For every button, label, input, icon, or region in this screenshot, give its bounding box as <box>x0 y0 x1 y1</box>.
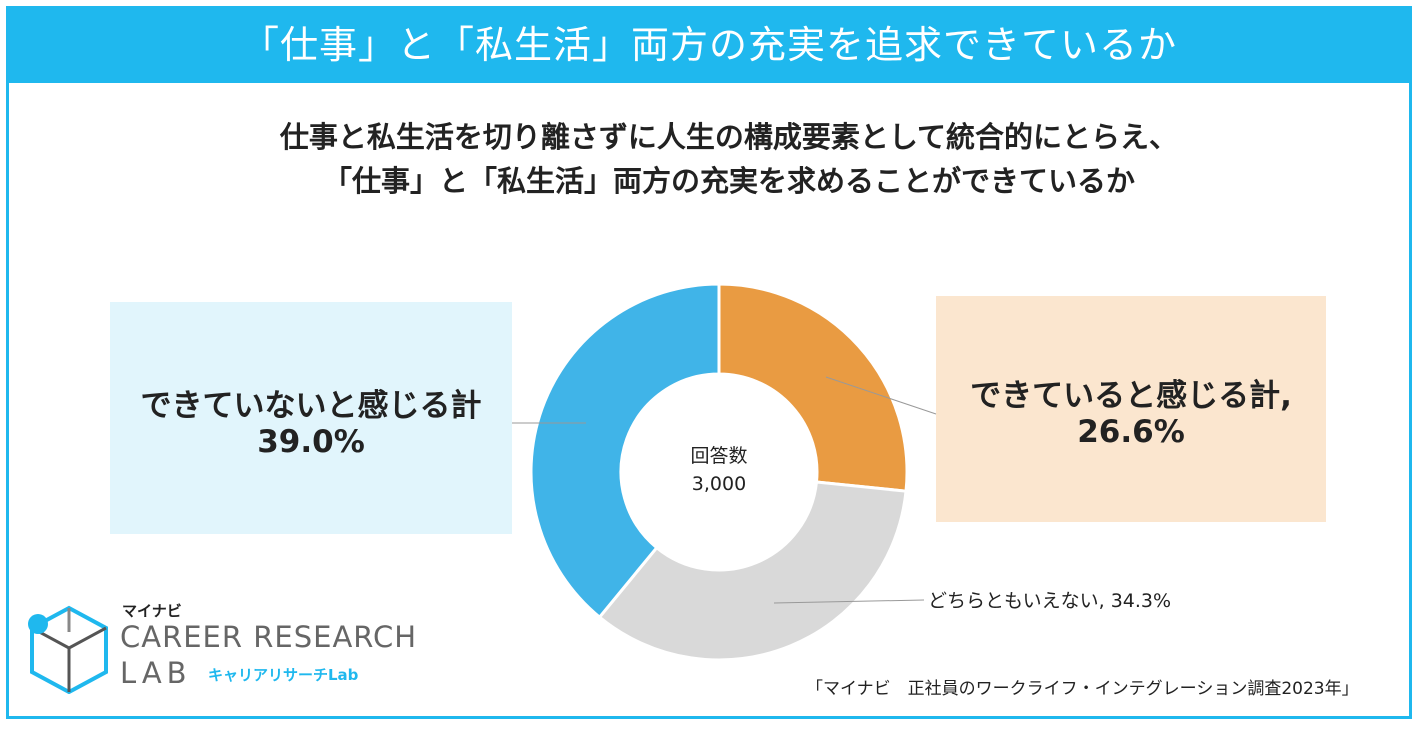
slice-value-neutral: 34.3% <box>1110 590 1172 612</box>
donut-slices <box>529 282 909 662</box>
slice-label-not-achieved: できていないと感じる計 <box>140 388 482 424</box>
donut-slice-neutral <box>597 480 908 662</box>
brand-line-1: CAREER RESEARCH <box>120 620 418 654</box>
brand-tagline: キャリアリサーチLab <box>208 666 359 684</box>
brand-line-2: LAB <box>120 656 192 690</box>
chart-heading: 仕事と私生活を切り離さずに人生の構成要素として統合的にとらえ、 「仕事」と「私生… <box>9 115 1409 203</box>
label-box-achieved: できていると感じる計, 26.6% <box>936 296 1326 522</box>
slice-label-neutral: どちらともいえない, 34.3% <box>928 586 1171 613</box>
donut-slice-not-achieved <box>529 282 721 620</box>
slice-value-not-achieved: 39.0% <box>257 424 365 460</box>
slice-label-neutral-text: どちらともいえない, <box>928 590 1105 612</box>
heading-line-2: 「仕事」と「私生活」両方の充実を求めることができているか <box>322 164 1135 198</box>
career-research-lab-logo: マイナビ CAREER RESEARCH LAB キャリアリサーチLab <box>24 600 424 700</box>
leader-line-neutral <box>773 599 925 604</box>
cube-logo-icon <box>28 605 108 694</box>
slice-label-achieved: できていると感じる計, <box>970 378 1292 414</box>
leader-line-achieved <box>825 376 937 415</box>
brand-jp: マイナビ <box>122 602 182 620</box>
center-label: 回答数 <box>690 445 747 467</box>
donut-slice-achieved <box>717 282 909 493</box>
source-note: 「マイナビ 正社員のワークライフ・インテグレーション調査2023年」 <box>806 679 1359 699</box>
slice-value-achieved: 26.6% <box>1077 414 1185 450</box>
center-value: 3,000 <box>692 473 746 495</box>
label-box-not-achieved: できていないと感じる計 39.0% <box>110 302 512 534</box>
heading-line-1: 仕事と私生活を切り離さずに人生の構成要素として統合的にとらえ、 <box>279 120 1179 154</box>
banner-title: 「仕事」と「私生活」両方の充実を追求できているか <box>9 9 1409 83</box>
